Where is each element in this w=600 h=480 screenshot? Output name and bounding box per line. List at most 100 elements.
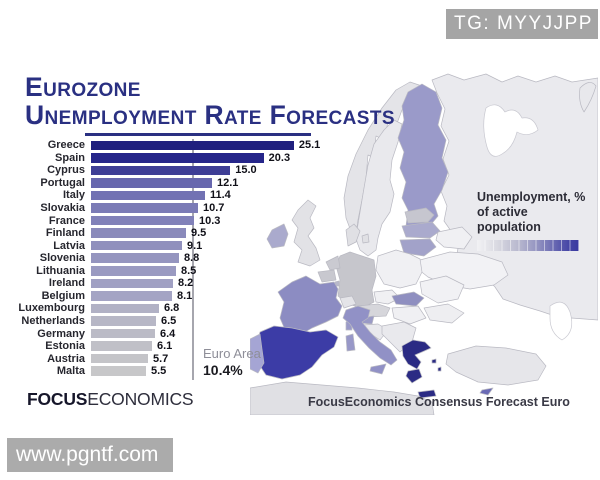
map-region-romania xyxy=(419,275,465,304)
map-region-north-africa xyxy=(250,381,435,415)
bar-label-finland: Finland xyxy=(45,227,85,240)
bar-portugal xyxy=(91,178,212,188)
map-region-sardinia xyxy=(345,333,356,352)
bar-row-cyprus: Cyprus 15.0 xyxy=(0,164,257,177)
bar-label-austria: Austria xyxy=(47,352,85,365)
bar-netherlands xyxy=(91,316,156,326)
bar-greece xyxy=(91,140,294,151)
bar-value-ireland: 8.2 xyxy=(178,277,194,290)
bar-label-slovakia: Slovakia xyxy=(40,202,85,215)
map-region-portugal xyxy=(250,333,265,374)
map-region-greece-island xyxy=(431,358,437,364)
bar-label-germany: Germany xyxy=(37,327,85,340)
bar-value-latvia: 9.1 xyxy=(187,239,203,252)
map-region-lithuania xyxy=(399,238,437,257)
bar-germany xyxy=(91,328,155,339)
map-region-turkey xyxy=(445,345,547,386)
watermark-top-right: TG: MYYJJPP xyxy=(446,9,598,39)
bar-row-lithuania: Lithuania 8.5 xyxy=(0,265,196,278)
bar-label-belgium: Belgium xyxy=(41,289,85,302)
watermark-bottom-left: www.pgntf.com xyxy=(7,438,173,472)
map-region-sicily xyxy=(369,363,387,375)
legend-title-line1: Unemployment, % xyxy=(477,190,586,204)
map-region-finland xyxy=(397,83,449,233)
bar-label-italy: Italy xyxy=(62,189,85,202)
bar-malta xyxy=(91,366,146,376)
bar-value-austria: 5.7 xyxy=(153,352,169,365)
bar-row-italy: Italy 11.4 xyxy=(0,189,231,202)
map-region-ireland xyxy=(266,223,289,249)
map-region-belgium xyxy=(317,269,337,283)
bar-row-malta: Malta 5.5 xyxy=(0,365,166,378)
bar-ireland xyxy=(91,278,173,289)
bar-row-luxembourg: Luxembourg 6.8 xyxy=(0,302,179,315)
map-region-greece xyxy=(401,339,432,370)
map-region-sweden xyxy=(355,119,403,257)
map-region-denmark-island xyxy=(361,233,370,244)
map-region-cyprus xyxy=(479,387,494,396)
bar-row-germany: Germany 6.4 xyxy=(0,327,175,340)
bar-austria xyxy=(91,353,148,364)
map-region-slovakia xyxy=(391,291,425,307)
title-line2: Unemployment Rate Forecasts xyxy=(25,100,395,130)
bar-label-latvia: Latvia xyxy=(53,239,85,252)
bar-row-netherlands: Netherlands 6.5 xyxy=(0,315,176,328)
bar-row-france: France 10.3 xyxy=(0,214,221,227)
bar-value-germany: 6.4 xyxy=(160,327,176,340)
bar-value-cyprus: 15.0 xyxy=(235,164,257,177)
bar-row-slovenia: Slovenia 8.8 xyxy=(0,252,200,265)
map-region-estonia xyxy=(404,207,435,224)
bar-slovakia xyxy=(91,203,198,213)
map-region-hungary xyxy=(391,305,427,325)
map-region-czechia xyxy=(373,289,401,305)
map-region-france xyxy=(277,275,343,337)
map-region-netherlands xyxy=(325,255,341,271)
map-region-greece-peloponnese xyxy=(405,368,423,384)
bar-row-finland: Finland 9.5 xyxy=(0,227,206,240)
bar-label-france: France xyxy=(48,214,85,227)
bar-value-netherlands: 6.5 xyxy=(161,314,177,327)
bar-france xyxy=(91,215,194,226)
bar-estonia xyxy=(91,341,152,351)
title-underline xyxy=(85,133,311,136)
bar-row-estonia: Estonia 6.1 xyxy=(0,340,172,353)
map-region-greece-crete xyxy=(417,389,437,399)
bar-lithuania xyxy=(91,266,176,276)
map-white-sea xyxy=(483,104,539,157)
map-caspian-sea xyxy=(549,301,573,341)
euro-area-annotation: Euro Area 10.4% xyxy=(203,346,261,378)
bar-value-slovakia: 10.7 xyxy=(203,202,225,215)
map-legend: Unemployment, % of active population xyxy=(477,190,589,251)
bar-cyprus xyxy=(91,165,231,176)
bar-value-finland: 9.5 xyxy=(191,227,207,240)
map-region-greece-island xyxy=(437,366,442,372)
map-region-poland xyxy=(375,249,423,289)
euro-area-label: Euro Area xyxy=(203,346,261,361)
bar-label-malta: Malta xyxy=(56,365,85,378)
map-region-novaya-zemlya xyxy=(579,82,597,113)
bar-row-slovakia: Slovakia 10.7 xyxy=(0,202,224,215)
bar-value-malta: 5.5 xyxy=(151,365,167,378)
bar-belgium xyxy=(91,291,172,301)
bar-chart: Greece 25.1 Spain 20.3 Cyprus 15.0 Portugal 12.… xyxy=(0,139,340,381)
bar-value-portugal: 12.1 xyxy=(217,176,239,189)
bar-slovenia xyxy=(91,253,179,263)
bar-spain xyxy=(91,153,264,163)
bar-value-luxembourg: 6.8 xyxy=(164,302,180,315)
logo-bold-part: FOCUS xyxy=(27,389,88,409)
bar-finland xyxy=(91,228,186,238)
page-title: Eurozone Unemployment Rate Forecasts xyxy=(25,73,395,129)
map-region-germany xyxy=(335,251,377,309)
bar-label-portugal: Portugal xyxy=(40,176,85,189)
bar-italy xyxy=(91,190,205,201)
bar-luxembourg xyxy=(91,303,159,314)
bar-row-austria: Austria 5.7 xyxy=(0,352,168,365)
bar-row-latvia: Latvia 9.1 xyxy=(0,239,202,252)
focuseconomics-logo: FOCUSECONOMICS xyxy=(27,389,194,410)
bar-row-portugal: Portugal 12.1 xyxy=(0,177,238,190)
legend-color-scale xyxy=(477,240,579,251)
map-region-switzerland xyxy=(339,295,357,309)
euro-area-value: 10.4% xyxy=(203,362,243,378)
euro-area-reference-line xyxy=(192,139,194,380)
